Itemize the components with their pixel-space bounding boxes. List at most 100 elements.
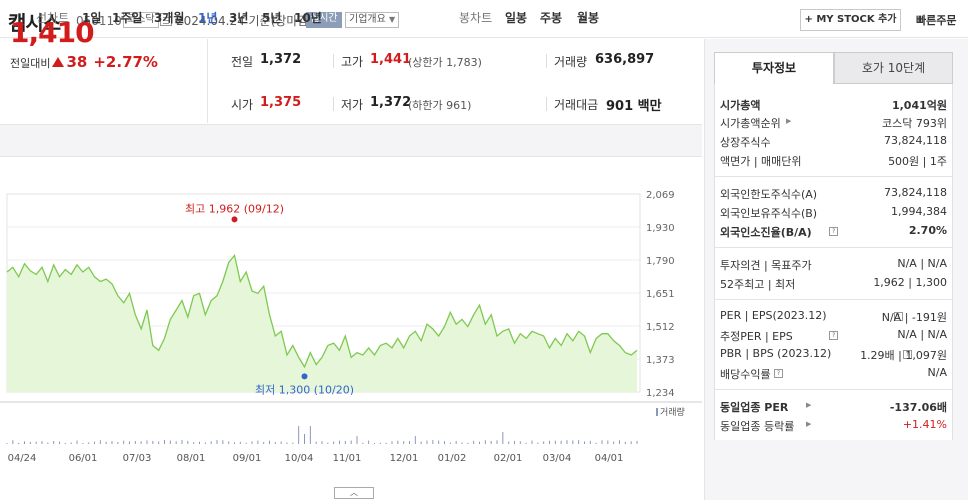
info-row-value: 2.70% (908, 224, 947, 237)
tab-monthly[interactable]: 월봉 (577, 11, 600, 25)
info-row[interactable]: 배당수익률? N/A (720, 364, 947, 382)
volume-bar (169, 440, 171, 444)
tab-3y[interactable]: 3년 (229, 11, 249, 25)
volume-bar (362, 442, 364, 444)
volume-bar (601, 440, 603, 444)
volume-bar (339, 440, 340, 444)
info-row[interactable]: 추정PER | EPS? N/A | N/A (720, 326, 947, 344)
volume-bar (566, 440, 568, 444)
volume-legend-icon (656, 408, 658, 416)
info-row-label: 동일업종 등락률 (720, 420, 795, 433)
volume-bar (455, 440, 457, 444)
info-row[interactable]: 시가총액순위 ▶ 코스닥 793위 (720, 113, 947, 131)
x-tick-label: 09/01 (233, 453, 262, 464)
volume-bar (467, 442, 469, 444)
chevron-right-icon: ▶ (786, 117, 792, 125)
info-row-label: 시가총액순위 (720, 117, 781, 130)
open-label: 시가 (231, 98, 254, 112)
tab-invest-info[interactable]: 투자정보 (714, 52, 834, 84)
volume-bar (397, 440, 399, 444)
volume-bar (327, 442, 329, 444)
tab-1w[interactable]: 1주일 (112, 11, 143, 25)
volume-bar (374, 442, 375, 444)
info-row[interactable]: 동일업종 등락률 ▶ +1.41% (720, 416, 947, 434)
company-overview-dropdown[interactable]: 기업개요 ▼ (345, 12, 400, 28)
tab-3m[interactable]: 3개월 (154, 11, 185, 25)
section-divider (714, 247, 953, 248)
tab-1d[interactable]: 1일 (82, 11, 102, 25)
change-value: 38 (66, 53, 88, 71)
info-row-value: 500원 | 1주 (888, 155, 947, 168)
add-mystock-button[interactable]: + MY STOCK 추가 (800, 9, 901, 31)
volume-bar (391, 441, 393, 444)
info-row[interactable]: 동일업종 PER ▶ -137.06배 (720, 397, 947, 415)
x-tick-label: 03/04 (543, 453, 572, 464)
y-tick-label: 1,930 (646, 223, 675, 234)
volume-bar (607, 440, 609, 444)
collapse-button[interactable]: ︿ (334, 487, 374, 499)
info-row-label: 52주최고 | 최저 (720, 278, 796, 291)
document-icon[interactable] (160, 13, 172, 26)
period-tabs (0, 124, 702, 157)
help-icon[interactable]: ? (774, 369, 783, 378)
info-row-value: -137.06배 (889, 401, 947, 414)
line-chart-label: 선차트 (36, 11, 70, 25)
volume-bar (584, 441, 585, 444)
volume-bar (216, 440, 218, 444)
price-chart[interactable]: 2,069 1,930 1,790 1,651 1,512 1,373 1,234 최고 1… (0, 180, 702, 472)
volume-bar (24, 441, 25, 444)
volume-bar (379, 442, 381, 444)
help-icon[interactable]: ? (829, 331, 839, 340)
info-row-value: 73,824,118 (884, 134, 947, 147)
volume-bar (228, 441, 230, 444)
help-icon[interactable]: ? (893, 312, 903, 321)
y-tick-label: 2,069 (646, 190, 675, 201)
volume-bar (105, 441, 107, 444)
volume-label: 거래량 (554, 55, 588, 69)
x-tick-label: 07/03 (123, 453, 152, 464)
chevron-right-icon: ▶ (806, 420, 812, 428)
x-tick-label: 06/01 (69, 453, 98, 464)
tab-10y[interactable]: 10년 (294, 11, 322, 25)
info-row[interactable]: PER | EPS(2023.12)? N/A | -191원 (720, 307, 947, 325)
tab-5y[interactable]: 5년 (262, 11, 282, 25)
section-divider (714, 389, 953, 390)
prev-close-label: 전일 (231, 55, 254, 69)
stock-code: 050110 (76, 14, 122, 28)
tab-weekly[interactable]: 주봉 (540, 11, 563, 25)
info-row-value: N/A | -191원 (881, 311, 947, 324)
fast-order-button[interactable]: 빠른주문 (916, 14, 957, 27)
x-tick-label: 08/01 (177, 453, 206, 464)
max-marker (231, 216, 238, 223)
volume-bar (449, 442, 451, 444)
market-badge: 코스닥 (123, 12, 159, 28)
company-overview-label: 기업개요 (349, 14, 386, 25)
realtime-button[interactable]: 실시간 (306, 12, 342, 28)
help-icon[interactable]: ? (902, 350, 912, 359)
change-percent: +2.77% (93, 53, 158, 71)
info-row[interactable]: 외국인소진율(B/A)? 2.70% (720, 222, 947, 240)
min-marker (301, 373, 308, 380)
volume-bar (292, 442, 294, 444)
tab-daily[interactable]: 일봉 (505, 11, 528, 25)
info-row-value: N/A (927, 366, 947, 379)
help-icon[interactable]: ? (829, 227, 839, 236)
volume-bar (432, 440, 434, 444)
volume-bar (94, 441, 95, 444)
volume-bar (286, 442, 288, 444)
volume-bar (595, 442, 597, 444)
tab-1y[interactable]: 1년 (198, 11, 218, 25)
volume-bar (479, 441, 480, 444)
tab-orderbook[interactable]: 호가 10단계 (834, 52, 953, 84)
amount-value: 901 백만 (606, 95, 662, 114)
volume-bar (222, 440, 224, 444)
volume-bar (502, 432, 504, 444)
info-row-label: 동일업종 PER (720, 401, 789, 414)
min-annotation: 최저 1,300 (10/20) (255, 383, 354, 396)
info-row-value: N/A | N/A (897, 257, 947, 270)
volume-bar (175, 441, 177, 444)
volume-bar (129, 441, 130, 444)
volume-bar (47, 442, 49, 444)
info-row[interactable]: PBR | BPS (2023.12)? 1.29배 | 1,097원 (720, 345, 947, 363)
volume-bar (484, 440, 486, 444)
